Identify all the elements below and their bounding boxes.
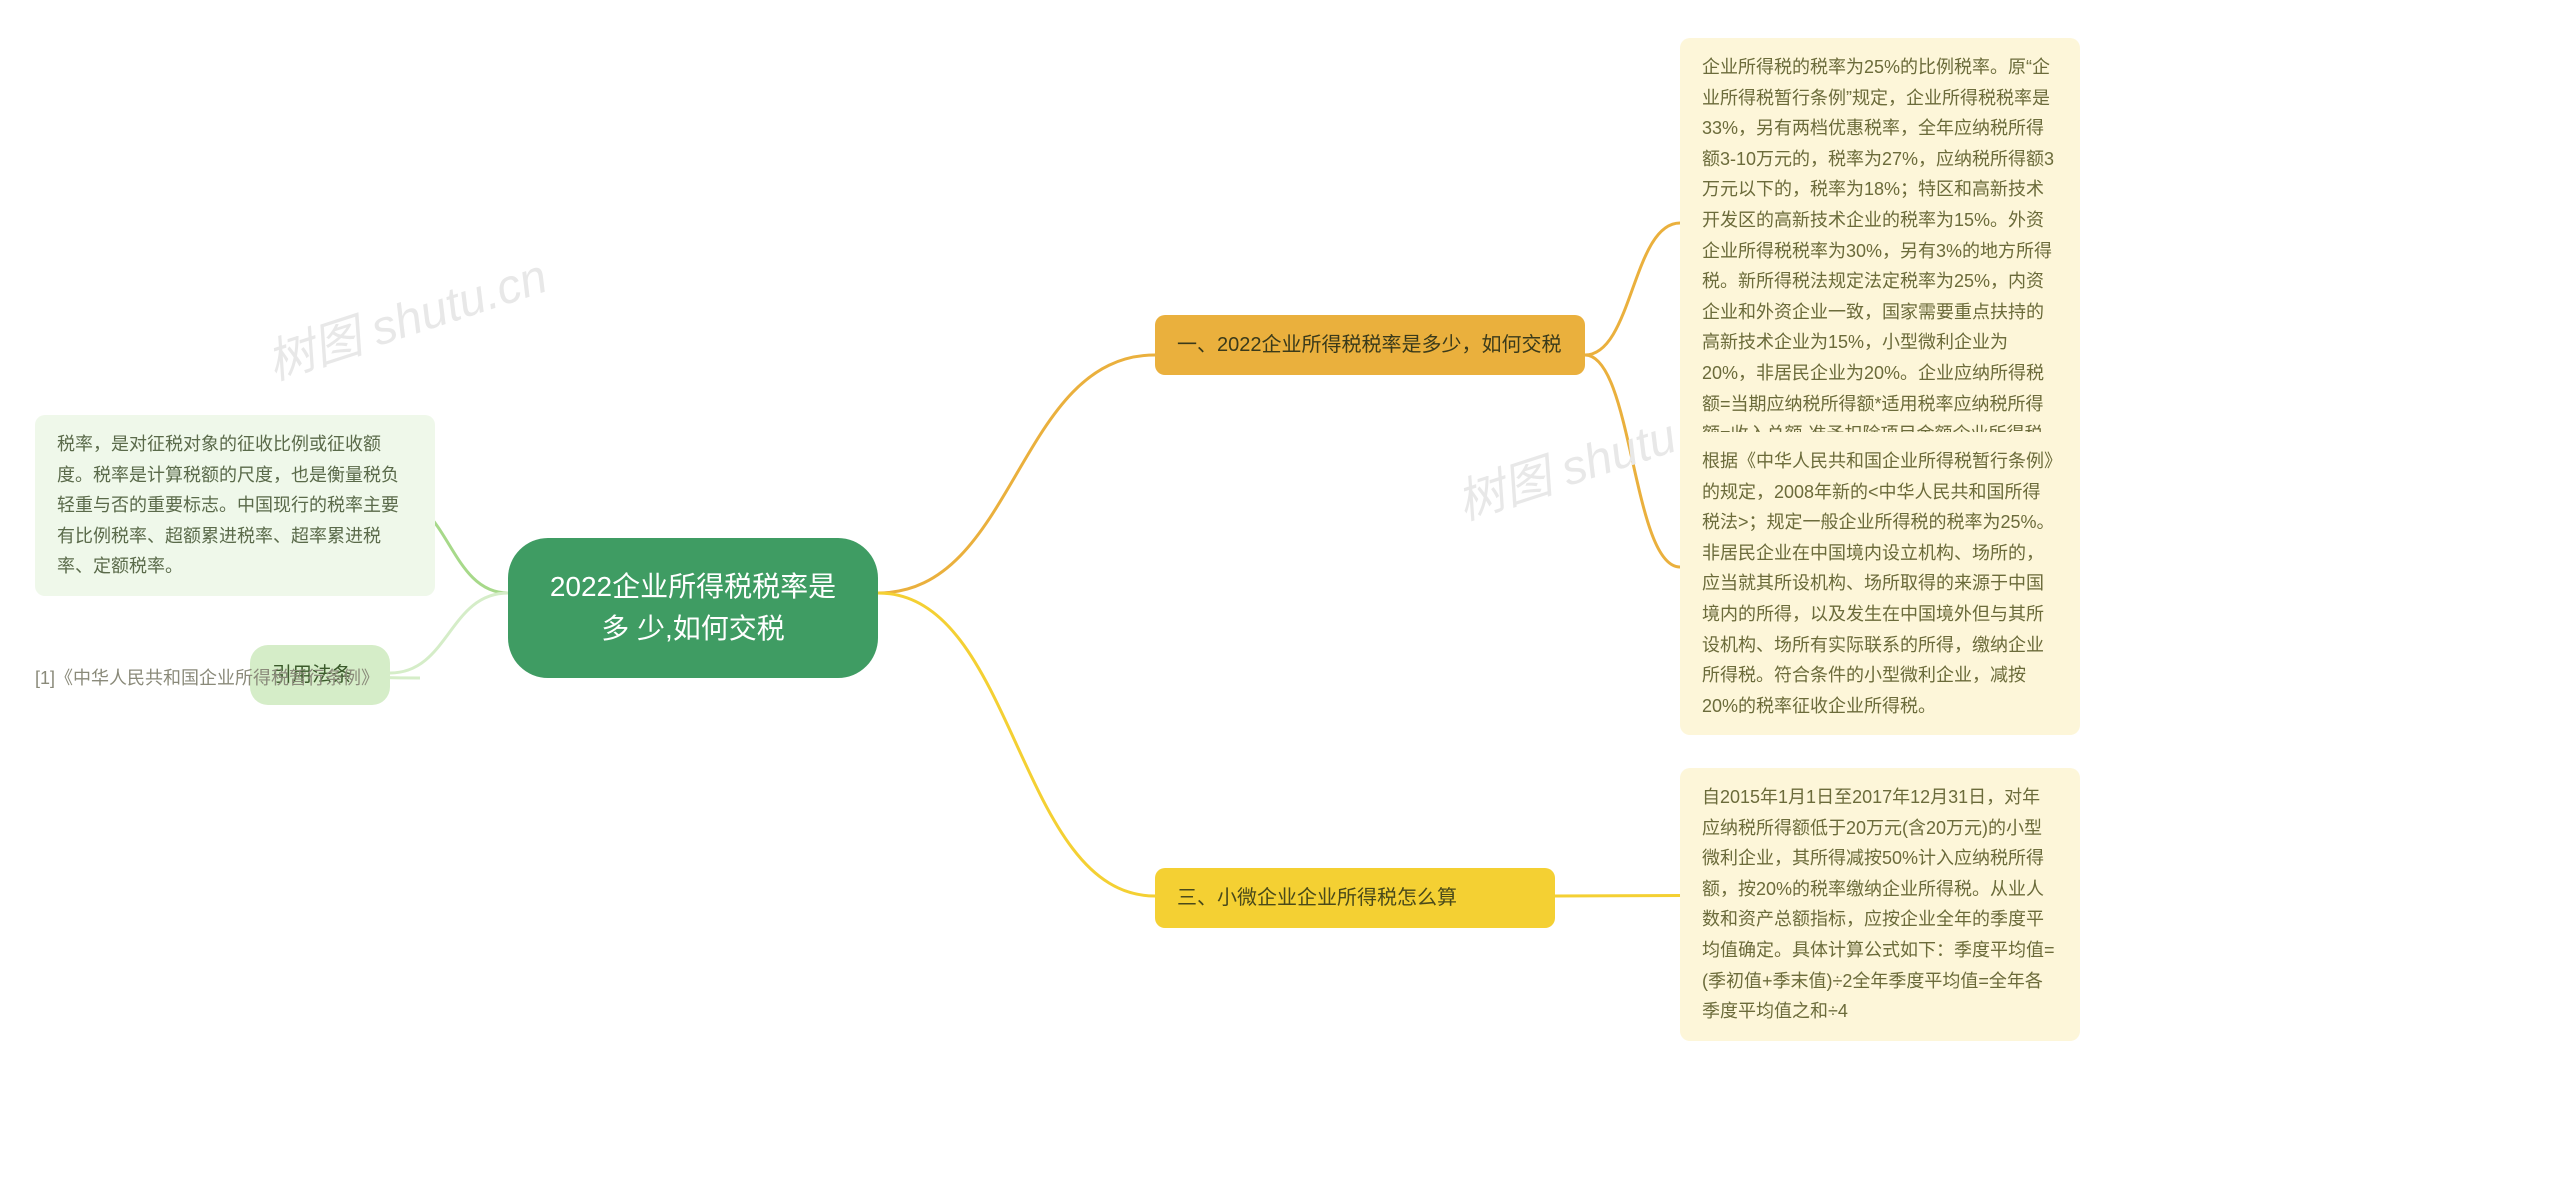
leaf-b1l2: 根据《中华人民共和国企业所得税暂行条例》的规定，2008年新的<中华人民共和国所… — [1680, 432, 2080, 735]
branch-b2: 三、小微企业企业所得税怎么算 — [1155, 868, 1555, 928]
watermark-1: 树图 shutu.cn — [256, 237, 554, 393]
branch-b1: 一、2022企业所得税税率是多少，如何交税 — [1155, 315, 1585, 375]
leaf-b3l1: 税率，是对征税对象的征收比例或征收额度。税率是计算税额的尺度，也是衡量税负轻重与… — [35, 415, 435, 596]
root-label: 2022企业所得税税率是多 少,如何交税 — [550, 571, 836, 644]
leaf-b4l1: [1]《中华人民共和国企业所得税暂行条例》 — [35, 660, 420, 697]
root-node: 2022企业所得税税率是多 少,如何交税 — [508, 538, 878, 678]
leaf-b2l1: 自2015年1月1日至2017年12月31日，对年应纳税所得额低于20万元(含2… — [1680, 768, 2080, 1041]
